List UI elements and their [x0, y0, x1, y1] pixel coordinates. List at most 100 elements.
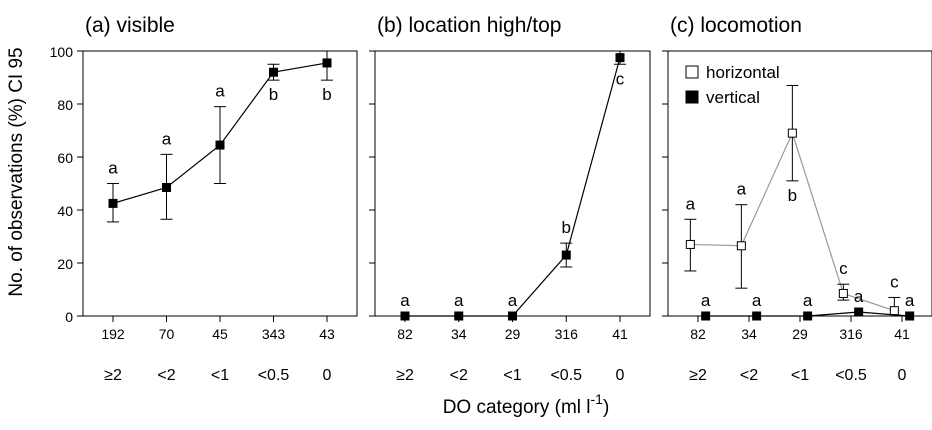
- significance-letter: a: [752, 291, 762, 310]
- significance-letter: a: [686, 194, 696, 213]
- significance-letter: a: [803, 291, 813, 310]
- sample-size-label: 316: [839, 326, 863, 342]
- significance-letter: a: [400, 291, 410, 310]
- data-point: [889, 306, 899, 316]
- sample-size-label: 41: [894, 326, 910, 342]
- category-label: <1: [791, 367, 809, 384]
- category-label: <2: [157, 367, 175, 384]
- significance-letter: c: [890, 272, 899, 291]
- sample-size-label: 70: [159, 326, 175, 342]
- category-label: <0.5: [835, 367, 867, 384]
- chart-panel-1: (b) location high/top 82 ≥2 34 <2 29 <1 316 <0.5…: [369, 14, 651, 384]
- data-point: [685, 239, 695, 249]
- category-label: <0.5: [258, 367, 290, 384]
- sample-size-label: 34: [451, 326, 467, 342]
- significance-letter: c: [839, 259, 848, 278]
- sample-size-label: 29: [505, 326, 521, 342]
- category-label: <1: [211, 367, 229, 384]
- legend: horizontal vertical: [685, 63, 780, 107]
- panel-title: (b) location high/top: [377, 14, 561, 37]
- x-axis-label: DO category (ml l-1): [443, 391, 610, 418]
- significance-letter: a: [162, 129, 172, 148]
- legend-marker: [685, 65, 699, 79]
- category-label: <1: [503, 367, 521, 384]
- data-point: [561, 250, 571, 260]
- sample-size-label: 34: [741, 326, 757, 342]
- data-point: [508, 311, 517, 321]
- significance-letter: a: [854, 287, 864, 306]
- data-point: [752, 311, 762, 321]
- significance-letter: b: [269, 85, 278, 104]
- significance-letter: b: [562, 218, 571, 237]
- panel-title: (c) locomotion: [670, 14, 802, 37]
- data-point: [615, 53, 625, 63]
- legend-label: vertical: [706, 88, 760, 107]
- legend-marker: [685, 90, 699, 104]
- category-label: 0: [323, 367, 332, 384]
- significance-letter: a: [454, 291, 464, 310]
- series-0: a a b c c: [684, 84, 901, 317]
- sample-size-label: 45: [212, 326, 228, 342]
- plot-frame: [374, 50, 651, 317]
- data-point: [803, 311, 813, 321]
- significance-letter: a: [905, 291, 915, 310]
- significance-letter: a: [108, 159, 118, 178]
- significance-letter: a: [508, 291, 518, 310]
- data-point: [108, 198, 118, 208]
- data-point: [736, 241, 746, 251]
- series-0: a a a b c: [400, 50, 626, 321]
- category-label: ≥2: [689, 367, 707, 384]
- series-0: a a a b b: [107, 50, 333, 223]
- category-label: 0: [898, 367, 907, 384]
- y-tick-label: 60: [57, 150, 73, 166]
- legend-label: horizontal: [706, 63, 780, 82]
- significance-letter: b: [788, 186, 797, 205]
- category-label: <2: [740, 367, 758, 384]
- data-point: [905, 311, 915, 321]
- y-axis-label: No. of observations (%) CI 95: [6, 47, 27, 296]
- data-point: [162, 182, 171, 192]
- panels: (a) visible 0 20 40 60 80 100 192 ≥2 70 <2 45 <1 343 <…: [50, 14, 932, 384]
- sample-size-label: 82: [690, 326, 706, 342]
- x-axis-label-sup: -1: [591, 391, 604, 407]
- category-label: ≥2: [104, 367, 122, 384]
- sample-size-label: 82: [397, 326, 413, 342]
- significance-letter: a: [215, 82, 225, 101]
- data-point: [400, 311, 410, 321]
- significance-letter: c: [616, 69, 625, 88]
- y-tick-label: 20: [57, 256, 73, 272]
- significance-letter: b: [322, 85, 331, 104]
- chart-panel-0: (a) visible 0 20 40 60 80 100 192 ≥2 70 <2 45 <1 343 <…: [50, 14, 358, 384]
- y-tick-label: 40: [57, 203, 73, 219]
- significance-letter: a: [701, 291, 711, 310]
- y-tick-label: 80: [57, 97, 73, 113]
- panel-title: (a) visible: [85, 14, 175, 37]
- sample-size-label: 343: [262, 326, 286, 342]
- sample-size-label: 41: [612, 326, 628, 342]
- sample-size-label: 192: [101, 326, 125, 342]
- y-tick-label: 100: [50, 44, 74, 60]
- data-point: [215, 140, 225, 150]
- sample-size-label: 43: [319, 326, 335, 342]
- data-point: [322, 58, 332, 68]
- sample-size-label: 29: [792, 326, 808, 342]
- significance-letter: a: [737, 180, 747, 199]
- chart-panel-2: (c) locomotion 82 ≥2 34 <2 29 <1 316 <0.5 41 0 a a b c…: [662, 14, 932, 384]
- x-axis-label-close: ): [603, 397, 609, 418]
- sample-size-label: 316: [555, 326, 579, 342]
- data-point: [854, 307, 864, 317]
- data-point: [787, 128, 797, 138]
- x-axis-label-main: DO category (ml l: [443, 397, 591, 418]
- data-point: [838, 288, 848, 298]
- series-line: [405, 57, 621, 317]
- category-label: ≥2: [396, 367, 414, 384]
- category-label: 0: [616, 367, 625, 384]
- data-point: [454, 311, 464, 321]
- data-point: [701, 311, 711, 321]
- y-tick-label: 0: [65, 309, 73, 325]
- category-label: <0.5: [550, 367, 582, 384]
- data-point: [269, 67, 278, 77]
- category-label: <2: [450, 367, 468, 384]
